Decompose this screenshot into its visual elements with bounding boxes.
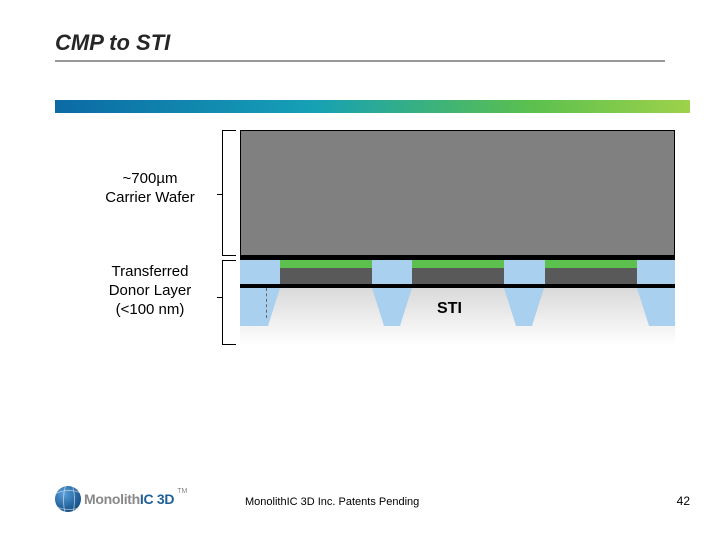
label-donor-line1: Transferred (112, 263, 189, 280)
title-underline (55, 60, 665, 62)
green-strip-3 (545, 260, 637, 268)
logo-text-2: IC 3D (140, 491, 174, 507)
page-number: 42 (677, 494, 690, 508)
sti-trench-3 (504, 288, 544, 326)
green-strip-1 (280, 260, 372, 268)
green-strip-2 (412, 260, 504, 268)
label-donor-line2: Donor Layer (109, 282, 192, 299)
logo-text: MonolithIC 3D (84, 491, 174, 507)
label-donor-layer: Transferred Donor Layer (<100 nm) (85, 263, 215, 319)
sti-trench-2 (372, 288, 412, 326)
label-carrier-line2: Carrier Wafer (105, 189, 194, 206)
globe-icon (55, 486, 81, 512)
gradient-bar (55, 100, 690, 113)
logo-text-1: Monolith (84, 491, 140, 507)
page-title: CMP to STI (55, 30, 170, 56)
sti-label: STI (437, 300, 462, 318)
logo-tm: TM (177, 488, 187, 495)
sti-trench-1 (240, 288, 280, 326)
footer-center-text: MonolithIC 3D Inc. Patents Pending (245, 496, 419, 508)
bracket-carrier (222, 130, 236, 256)
label-donor-line3: (<100 nm) (116, 301, 185, 318)
logo: MonolithIC 3D TM (55, 486, 187, 512)
bracket-donor (222, 260, 236, 345)
label-carrier-wafer: ~700µm Carrier Wafer (85, 170, 215, 208)
label-carrier-line1: ~700µm (123, 170, 178, 187)
sti-trench-4 (637, 288, 675, 326)
dashed-guide (266, 288, 267, 318)
carrier-wafer-block (240, 130, 675, 256)
